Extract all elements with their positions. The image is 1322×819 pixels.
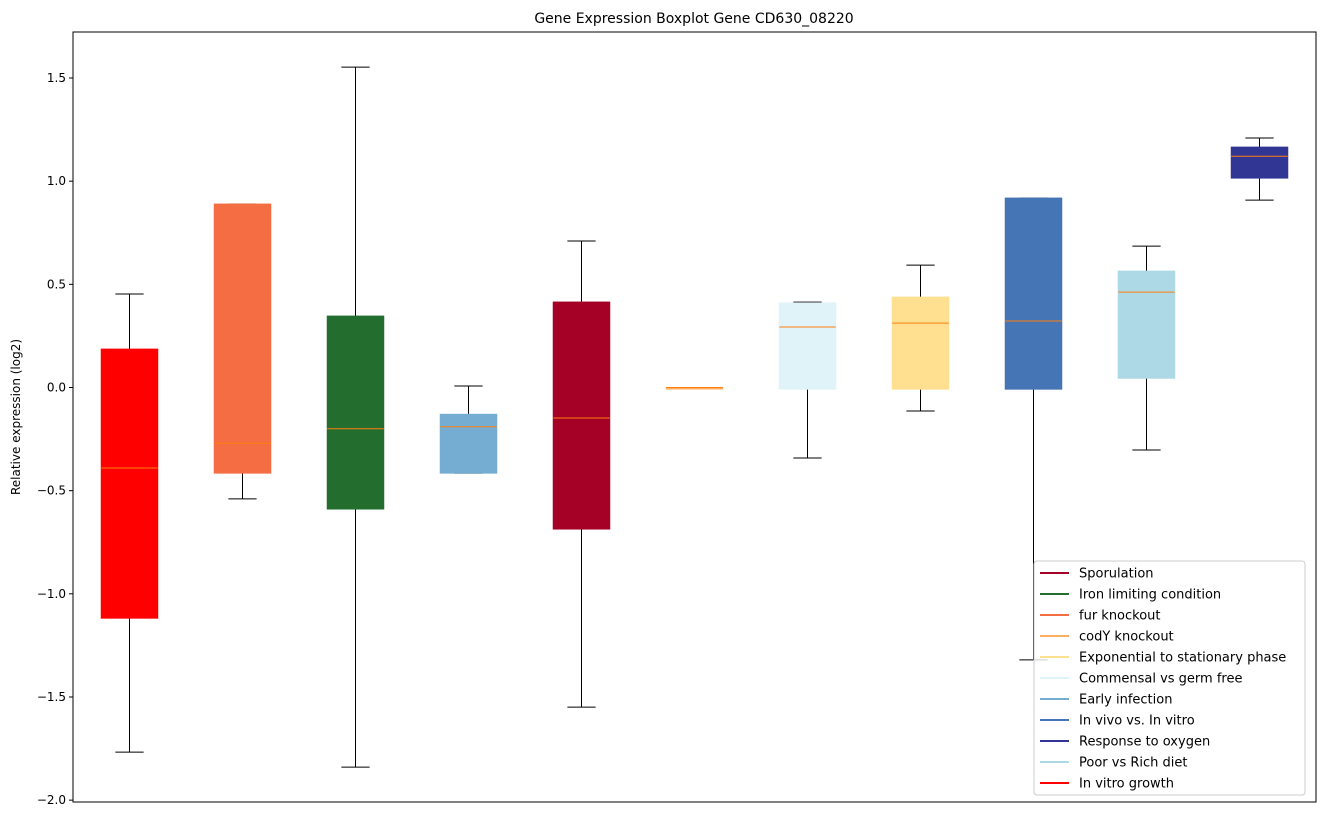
box-body bbox=[1004, 197, 1063, 390]
legend-label: Early infection bbox=[1079, 693, 1172, 708]
legend-label: Sporulation bbox=[1079, 567, 1154, 582]
legend-label: Exponential to stationary phase bbox=[1079, 651, 1286, 666]
box-4 bbox=[439, 385, 498, 474]
box-body bbox=[100, 348, 159, 619]
box-10 bbox=[1117, 245, 1176, 451]
box-body bbox=[213, 203, 272, 474]
box-11 bbox=[1230, 137, 1289, 201]
box-1 bbox=[100, 293, 159, 753]
y-tick-label: −1.0 bbox=[37, 587, 66, 601]
legend-label: fur knockout bbox=[1079, 609, 1161, 624]
y-tick-label: −1.5 bbox=[37, 690, 66, 704]
box-body bbox=[891, 296, 950, 390]
box-body bbox=[439, 413, 498, 474]
box-7 bbox=[778, 301, 837, 459]
box-3 bbox=[326, 66, 385, 768]
legend-label: Response to oxygen bbox=[1079, 735, 1210, 750]
chart-title: Gene Expression Boxplot Gene CD630_08220 bbox=[534, 11, 853, 27]
box-body bbox=[778, 302, 837, 390]
y-tick-label: 0.5 bbox=[47, 277, 66, 291]
y-tick-label: −0.5 bbox=[37, 484, 66, 498]
legend-label: codY knockout bbox=[1079, 630, 1174, 645]
y-axis-label: Relative expression (log2) bbox=[9, 339, 23, 495]
legend-label: In vitro growth bbox=[1079, 777, 1174, 792]
box-body bbox=[326, 315, 385, 510]
box-6 bbox=[665, 386, 724, 390]
box-5 bbox=[552, 240, 611, 708]
y-tick-label: −2.0 bbox=[37, 793, 66, 807]
legend-box bbox=[1033, 560, 1306, 796]
y-tick-label: 1.0 bbox=[47, 174, 66, 188]
box-2 bbox=[213, 203, 272, 500]
legend-label: Commensal vs germ free bbox=[1079, 672, 1242, 687]
y-tick-label: 1.5 bbox=[47, 71, 66, 85]
box-9 bbox=[1004, 197, 1063, 661]
box-8 bbox=[891, 264, 950, 412]
legend-label: In vivo vs. In vitro bbox=[1079, 714, 1195, 729]
box-body bbox=[1230, 146, 1289, 179]
y-tick-label: 0.0 bbox=[47, 380, 66, 394]
box-body bbox=[552, 301, 611, 530]
legend-label: Iron limiting condition bbox=[1079, 588, 1221, 603]
plot-frame bbox=[72, 31, 1317, 803]
legend-label: Poor vs Rich diet bbox=[1079, 756, 1187, 771]
box-body bbox=[1117, 270, 1176, 379]
